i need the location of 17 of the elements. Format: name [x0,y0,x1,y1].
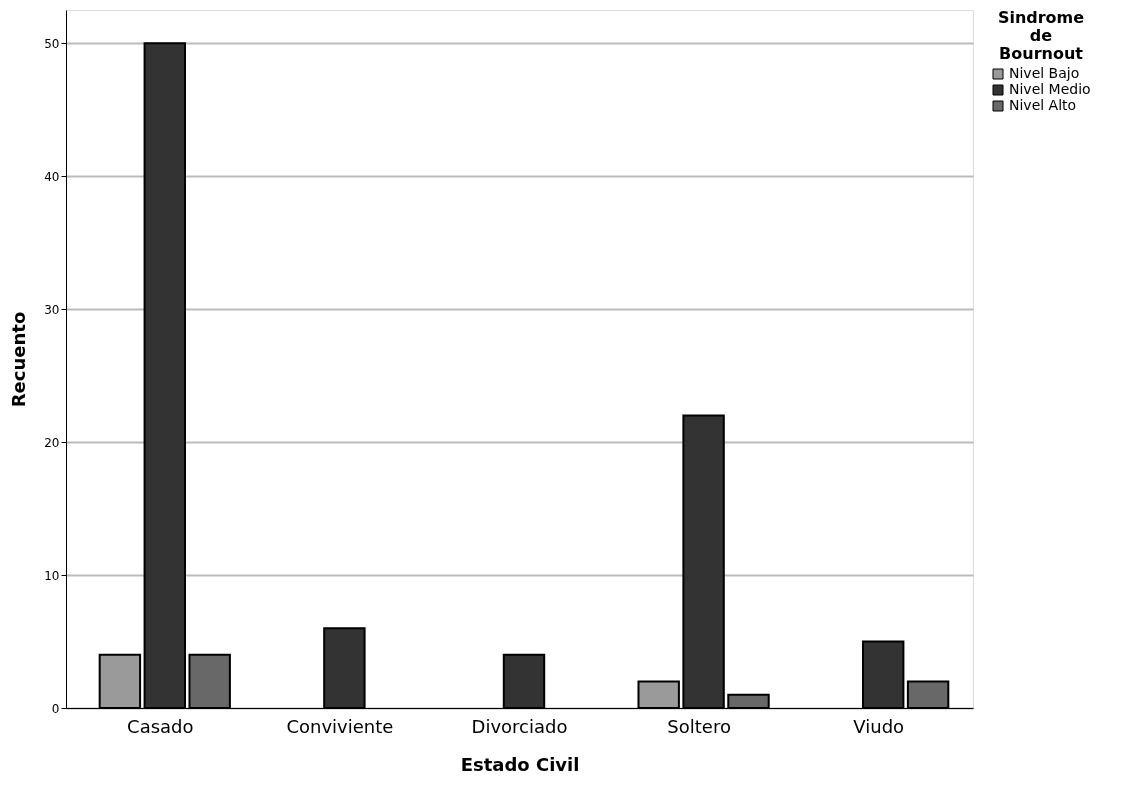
legend-label: Nivel Medio [1009,81,1091,97]
legend-title: Sindrome de Bournout [997,8,1085,63]
y-tick-label: 0 [51,701,60,716]
x-tick-label: Conviviente [286,715,394,737]
y-tick-label: 10 [44,568,60,583]
x-axis-title: Estado Civil [460,753,580,775]
y-axis-title: Recuento [8,311,30,408]
x-tick-label: Divorciado [471,715,568,737]
legend-label: Nivel Alto [1009,97,1077,113]
y-tick-label: 20 [44,435,60,450]
y-tick-label: 40 [44,169,60,184]
x-tick-label: Casado [127,715,194,737]
y-tick-label: 30 [44,302,60,317]
x-tick-label: Soltero [667,715,731,737]
x-tick-label: Viudo [853,715,905,737]
legend-label: Nivel Bajo [1009,65,1080,81]
y-tick-label: 50 [44,36,60,51]
